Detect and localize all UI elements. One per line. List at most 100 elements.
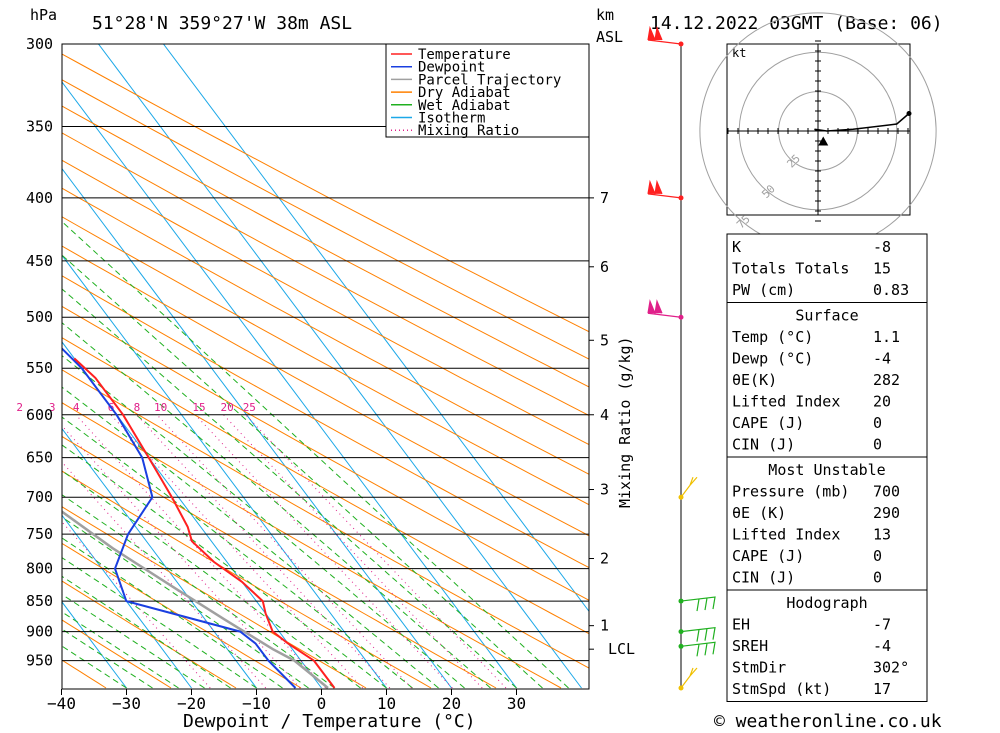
temperature-axis: −40 −30 −20 −10 0 10 20 30 [47, 689, 526, 713]
datetime-title: 14.12.2022 03GMT (Base: 06) [650, 13, 943, 34]
pressure-tick-label: 300 [26, 35, 53, 53]
dry-adiabat-line [62, 79, 589, 360]
wind-barb [680, 626, 716, 642]
wind-barb [647, 179, 682, 199]
dry-adiabat-line [62, 506, 367, 689]
index-label: CIN (J) [732, 436, 795, 454]
pressure-tick-label: 950 [26, 652, 53, 670]
index-label: Temp (°C) [732, 328, 813, 346]
index-label: CAPE (J) [732, 414, 804, 432]
index-value: -4 [873, 637, 891, 655]
height-tick-label: 4 [600, 406, 609, 424]
index-value: 282 [873, 371, 900, 389]
index-value: 0 [873, 414, 882, 432]
temperature-tick-label: 0 [317, 694, 327, 713]
wet-adiabat-line [62, 593, 205, 689]
height-tick-label: 5 [600, 331, 609, 349]
dry-adiabat-line [62, 105, 589, 388]
wind-barb [647, 25, 682, 45]
index-label: Lifted Index [732, 526, 840, 544]
pressure-axis: 300 350 400 450 500 550 600 650 700 750 800 850 900 9… [26, 35, 53, 670]
index-value: 13 [873, 526, 891, 544]
mixing-ratio-label: 4 [73, 401, 80, 414]
wind-barb [680, 667, 698, 689]
dry-adiabat-line [62, 275, 589, 569]
legend-box [385, 43, 590, 138]
km-label: km [596, 6, 614, 24]
isotherm-line [97, 44, 582, 689]
plot-frame [61, 43, 590, 690]
index-label: Dewp (°C) [732, 350, 813, 368]
dewpoint-profile [62, 347, 297, 689]
mixing-ratio-label: 10 [154, 401, 167, 414]
height-tick-label: 7 [600, 189, 609, 207]
copyright-footer: © weatheronline.co.uk [714, 711, 942, 732]
mixing-ratio-line [75, 414, 326, 689]
height-tick-label: 1 [600, 617, 609, 635]
index-value: 700 [873, 483, 900, 501]
mixing-ratio-label: 2 [16, 401, 23, 414]
index-label: θE(K) [732, 371, 777, 389]
index-value: -7 [873, 616, 891, 634]
index-value: 17 [873, 680, 891, 698]
dry-adiabat-line [62, 187, 589, 475]
wind-barb [680, 641, 716, 657]
isotherm-line [62, 427, 257, 689]
index-value: 20 [873, 393, 891, 411]
indices-table: K -8 Totals Totals 15 PW (cm) 0.83 Surface Temp… [726, 233, 928, 702]
legend-label: Parcel Trajectory [418, 72, 561, 88]
pressure-tick-label: 700 [26, 488, 53, 506]
index-label: θE (K) [732, 504, 786, 522]
index-label: EH [732, 616, 750, 634]
temperature-tick-label: 10 [377, 694, 396, 713]
legend-label: Isotherm [418, 111, 485, 127]
parcel-trajectory-profile [62, 510, 329, 689]
index-value: 302° [873, 659, 909, 677]
wind-barb [680, 596, 716, 612]
wet-adiabat-line [62, 386, 439, 689]
index-label: CIN (J) [732, 569, 795, 587]
legend-label: Wet Adiabat [418, 98, 511, 114]
legend-label: Temperature [418, 47, 511, 63]
dry-adiabat-line [62, 580, 237, 689]
temperature-tick-label: −10 [242, 694, 271, 713]
dry-adiabat-line [62, 245, 589, 537]
temperature-tick-label: 30 [507, 694, 526, 713]
index-label: PW (cm) [732, 281, 795, 299]
surface-indices-box [726, 302, 928, 458]
index-value: 0 [873, 436, 882, 454]
wet-adiabat-line [62, 355, 465, 689]
wet-adiabat-line [62, 611, 179, 689]
wet-adiabat-line [62, 516, 309, 689]
mixing-ratio-line [223, 414, 483, 689]
hodograph-indices-box [726, 589, 928, 702]
isotherm-line [62, 514, 192, 689]
pressure-unit-label: hPa [30, 6, 57, 24]
pressure-tick-label: 400 [26, 189, 53, 207]
skewt-plot: 12346810152025 3003504004505005506006507… [16, 35, 634, 732]
storm-motion-marker [818, 136, 829, 146]
mixing-ratio-line [110, 414, 363, 689]
legend-label: Mixing Ratio [418, 123, 519, 139]
dry-adiabat-line [62, 470, 432, 689]
isotherm-line [62, 341, 322, 689]
index-value: 15 [873, 260, 891, 278]
mixing-ratio-axis-label: Mixing Ratio (g/kg) [616, 336, 634, 508]
isotherm-line [62, 167, 452, 689]
temperature-tick-label: −30 [112, 694, 141, 713]
index-value: -8 [873, 238, 891, 256]
legend-label: Dewpoint [418, 60, 485, 76]
hodograph-end-dot [906, 111, 912, 116]
index-value: 0 [873, 547, 882, 565]
pressure-tick-label: 600 [26, 406, 53, 424]
dry-adiabat-line [62, 216, 589, 506]
mixing-ratio-label: 25 [243, 401, 256, 414]
height-tick-label: LCL [608, 640, 635, 658]
pressure-tick-label: 550 [26, 359, 53, 377]
pressure-tick-label: 650 [26, 449, 53, 467]
temperature-tick-label: −20 [177, 694, 206, 713]
hodograph-indices-title: Hodograph [786, 594, 867, 612]
wind-barbs [647, 25, 716, 691]
dry-adiabat-line [62, 337, 589, 635]
